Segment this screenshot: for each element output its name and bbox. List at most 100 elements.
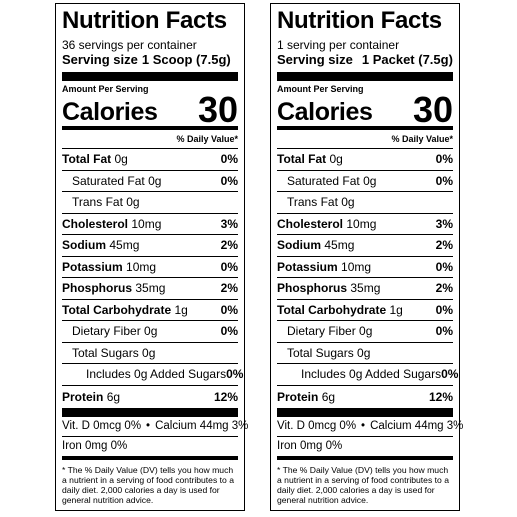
nutrient-name: Total Fat <box>277 152 327 167</box>
nutrient-dv: 12% <box>428 389 453 404</box>
nutrient-row-protein: Protein 6g 12% <box>277 386 453 408</box>
nutrient-dv: 0% <box>435 259 453 274</box>
nutrient-name: Potassium <box>277 259 338 274</box>
nutrient-name: Saturated Fat <box>72 173 145 188</box>
nutrient-dv: 0% <box>435 324 453 339</box>
nutrient-amount: 0g <box>341 195 355 210</box>
label-title: Nutrition Facts <box>62 7 227 34</box>
label-title: Nutrition Facts <box>277 7 442 34</box>
vitamin-row: Vit. D 0mcg 0% • Calcium 44mg 3% <box>62 417 248 437</box>
serving-size-label: Serving size <box>277 52 353 67</box>
nutrient-row-total-fat: Total Fat 0g 0% <box>277 149 453 171</box>
iron: Iron 0mg 0% <box>62 439 128 452</box>
nutrient-amount: 0g <box>114 152 128 167</box>
nutrient-dv: 0% <box>435 152 453 167</box>
nutrient-amount: 35mg <box>350 281 381 296</box>
nutrient-name: Phosphorus <box>62 281 133 296</box>
nutrient-amount: 1g <box>174 302 188 317</box>
nutrient-row-phosphorus: Phosphorus 35mg 2% <box>277 278 453 300</box>
divider-thick <box>277 407 453 417</box>
nutrient-dv: 0% <box>220 302 238 317</box>
nutrient-name: Total Carbohydrate <box>277 302 387 317</box>
serving-size-value: 1 Packet (7.5g) <box>361 52 453 67</box>
nutrient-amount: 0g <box>126 195 140 210</box>
calories-row: Calories 30 <box>277 92 453 128</box>
nutrient-amount: 0g <box>357 345 371 360</box>
nutrient-row-total-fat: Total Fat 0g 0% <box>62 149 238 171</box>
servings-per-container: 1 serving per container <box>277 38 400 52</box>
footnote-section: * The % Daily Value (DV) tells you how m… <box>277 455 453 505</box>
nutrient-dv: 12% <box>213 389 238 404</box>
nutrient-dv: 2% <box>220 238 238 253</box>
nutrient-row-saturated-fat: Saturated Fat 0g 0% <box>277 171 453 192</box>
amount-per-serving: Amount Per Serving <box>277 84 364 94</box>
amount-per-serving: Amount Per Serving <box>62 84 149 94</box>
nutrient-row-dietary-fiber: Dietary Fiber 0g 0% <box>277 321 453 343</box>
nutrient-amount: 1g <box>389 302 403 317</box>
divider-medium <box>62 126 238 130</box>
nutrient-amount: 45mg <box>109 238 140 253</box>
nutrient-row-potassium: Potassium 10mg 0% <box>277 257 453 278</box>
nutrient-name: Saturated Fat <box>287 173 360 188</box>
nutrient-dv: 2% <box>220 281 238 296</box>
nutrient-amount: 0g <box>148 173 162 188</box>
nutrient-amount: 0g <box>329 152 343 167</box>
nutrient-amount: 10mg <box>346 216 377 231</box>
nutrient-amount: 0g <box>144 324 158 339</box>
nutrient-name: Potassium <box>62 259 123 274</box>
iron: Iron 0mg 0% <box>277 439 343 452</box>
vitamin-row: Vit. D 0mcg 0% • Calcium 44mg 3% <box>277 417 463 437</box>
nutrient-name: Dietary Fiber <box>72 324 141 339</box>
nutrient-row-total-sugars: Total Sugars 0g <box>62 343 238 364</box>
nutrient-row-trans-fat: Trans Fat 0g <box>277 192 453 214</box>
calories-label: Calories <box>62 98 158 126</box>
nutrition-label-packet: Nutrition Facts 1 serving per container … <box>270 3 463 511</box>
serving-size-label: Serving size <box>62 52 138 67</box>
nutrient-amount: 0g <box>363 173 377 188</box>
footnote-section: * The % Daily Value (DV) tells you how m… <box>62 455 238 505</box>
bullet-icon: • <box>361 419 366 432</box>
calcium: Calcium 44mg 3% <box>155 419 249 432</box>
nutrient-row-dietary-fiber: Dietary Fiber 0g 0% <box>62 321 238 343</box>
nutrient-row-trans-fat: Trans Fat 0g <box>62 192 238 214</box>
divider-thick <box>277 72 453 81</box>
nutrient-dv: 2% <box>435 238 453 253</box>
nutrient-name: Dietary Fiber <box>287 324 356 339</box>
nutrient-name: Sodium <box>62 238 106 253</box>
nutrient-name: Total Carbohydrate <box>62 302 172 317</box>
nutrient-name: Phosphorus <box>277 281 348 296</box>
nutrient-name: Total Fat <box>62 152 112 167</box>
nutrition-label-scoop: Nutrition Facts 36 servings per containe… <box>55 3 248 511</box>
nutrient-name: Trans Fat <box>287 195 338 210</box>
nutrient-dv: 0% <box>220 173 238 188</box>
calories-label: Calories <box>277 98 373 126</box>
nutrient-name: Cholesterol <box>62 216 129 231</box>
nutrient-name: Total Sugars <box>72 345 139 360</box>
nutrient-amount: 35mg <box>135 281 166 296</box>
nutrient-name: Sodium <box>277 238 321 253</box>
nutrient-row-saturated-fat: Saturated Fat 0g 0% <box>62 171 238 192</box>
nutrient-row-total-sugars: Total Sugars 0g <box>277 343 453 364</box>
nutrient-dv: 0% <box>441 367 459 382</box>
nutrient-row-potassium: Potassium 10mg 0% <box>62 257 238 278</box>
daily-value-header: % Daily Value* <box>277 130 453 149</box>
footnote: * The % Daily Value (DV) tells you how m… <box>62 464 234 505</box>
nutrient-row-added-sugars: Includes 0g Added Sugars 0% <box>62 364 243 386</box>
vitamin-d: Vit. D 0mcg 0% <box>277 419 357 432</box>
nutrient-dv: 0% <box>220 324 238 339</box>
nutrient-name: Total Sugars <box>287 345 354 360</box>
nutrient-dv: 0% <box>435 173 453 188</box>
nutrient-row-total-carbohydrate: Total Carbohydrate 1g 0% <box>277 300 453 321</box>
nutrient-row-sodium: Sodium 45mg 2% <box>277 235 453 257</box>
nutrient-amount: 45mg <box>324 238 355 253</box>
nutrient-amount: 0g <box>359 324 373 339</box>
nutrient-name: Trans Fat <box>72 195 123 210</box>
nutrient-dv: 2% <box>435 281 453 296</box>
daily-value-header: % Daily Value* <box>62 130 238 149</box>
nutrient-row-cholesterol: Cholesterol 10mg 3% <box>277 214 453 235</box>
nutrient-dv: 0% <box>220 259 238 274</box>
nutrient-name: Cholesterol <box>277 216 344 231</box>
calories-value: 30 <box>197 89 238 130</box>
nutrient-dv: 0% <box>435 302 453 317</box>
nutrient-name: Includes 0g Added Sugars <box>301 367 442 382</box>
